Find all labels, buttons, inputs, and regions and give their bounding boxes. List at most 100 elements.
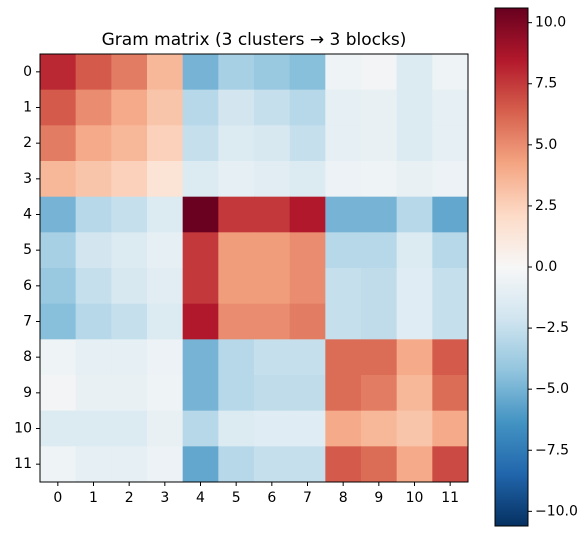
cell — [147, 161, 184, 198]
cell — [40, 54, 77, 91]
cell — [111, 339, 148, 376]
cell — [289, 232, 326, 269]
x-tick-label: 11 — [441, 490, 459, 506]
cell — [75, 375, 112, 412]
cell — [182, 54, 219, 91]
y-tick-label: 9 — [23, 385, 32, 401]
cell — [289, 303, 326, 340]
cell — [147, 89, 184, 126]
cell — [218, 268, 255, 305]
x-tick-label: 7 — [303, 490, 312, 506]
cell — [432, 303, 469, 340]
cell — [396, 339, 433, 376]
cell — [432, 54, 469, 91]
cell — [254, 303, 291, 340]
cell — [432, 89, 469, 126]
cell — [111, 410, 148, 447]
cell — [254, 196, 291, 233]
cell — [289, 339, 326, 376]
cell — [254, 125, 291, 162]
cell — [111, 89, 148, 126]
cell — [361, 125, 398, 162]
y-tick-label: 2 — [23, 135, 32, 151]
cell — [396, 375, 433, 412]
x-tick-label: 5 — [232, 490, 241, 506]
cell — [325, 89, 362, 126]
cell — [289, 125, 326, 162]
colorbar-tick-label: 2.5 — [535, 198, 557, 214]
colorbar-tick-label: −5.0 — [535, 381, 569, 397]
cell — [361, 303, 398, 340]
cell — [147, 339, 184, 376]
cell — [40, 196, 77, 233]
cell — [111, 268, 148, 305]
x-tick-label: 9 — [374, 490, 383, 506]
cell — [218, 375, 255, 412]
cell — [75, 89, 112, 126]
cell — [396, 303, 433, 340]
cell — [432, 339, 469, 376]
cell — [218, 339, 255, 376]
cell — [75, 125, 112, 162]
cell — [182, 125, 219, 162]
cell — [289, 375, 326, 412]
cell — [218, 410, 255, 447]
cell — [396, 268, 433, 305]
cell — [361, 268, 398, 305]
cell — [111, 232, 148, 269]
cell — [325, 54, 362, 91]
cell — [325, 446, 362, 483]
axes-frame — [39, 53, 469, 483]
cell — [218, 446, 255, 483]
cell — [325, 268, 362, 305]
cell — [182, 375, 219, 412]
cell — [218, 89, 255, 126]
cell — [75, 54, 112, 91]
cell — [182, 410, 219, 447]
cell — [325, 125, 362, 162]
cell — [254, 339, 291, 376]
colorbar-tick-label: 7.5 — [535, 76, 557, 92]
cell — [325, 161, 362, 198]
cell — [218, 125, 255, 162]
cell — [111, 125, 148, 162]
cell — [396, 232, 433, 269]
cell — [289, 268, 326, 305]
cell — [40, 375, 77, 412]
cell — [396, 196, 433, 233]
cell — [289, 89, 326, 126]
cell — [361, 54, 398, 91]
colorbar — [494, 7, 529, 527]
cell — [111, 375, 148, 412]
cell — [40, 339, 77, 376]
cell — [40, 161, 77, 198]
x-tick-label: 1 — [89, 490, 98, 506]
cell — [147, 196, 184, 233]
y-tick-label: 3 — [23, 171, 32, 187]
y-tick-label: 6 — [23, 278, 32, 294]
cell — [75, 410, 112, 447]
y-tick-label: 0 — [23, 64, 32, 80]
cell — [147, 54, 184, 91]
cell — [75, 196, 112, 233]
cell — [182, 161, 219, 198]
cell — [40, 89, 77, 126]
y-tick-label: 11 — [14, 456, 32, 472]
cell — [361, 232, 398, 269]
cell — [361, 196, 398, 233]
y-tick-label: 8 — [23, 349, 32, 365]
cell — [432, 232, 469, 269]
cell — [111, 303, 148, 340]
cell — [40, 125, 77, 162]
cell — [254, 161, 291, 198]
cell — [396, 161, 433, 198]
cell — [147, 303, 184, 340]
cell — [182, 446, 219, 483]
cell — [254, 89, 291, 126]
cell — [111, 54, 148, 91]
cell — [432, 125, 469, 162]
cell — [147, 446, 184, 483]
cell — [289, 446, 326, 483]
cell — [325, 339, 362, 376]
